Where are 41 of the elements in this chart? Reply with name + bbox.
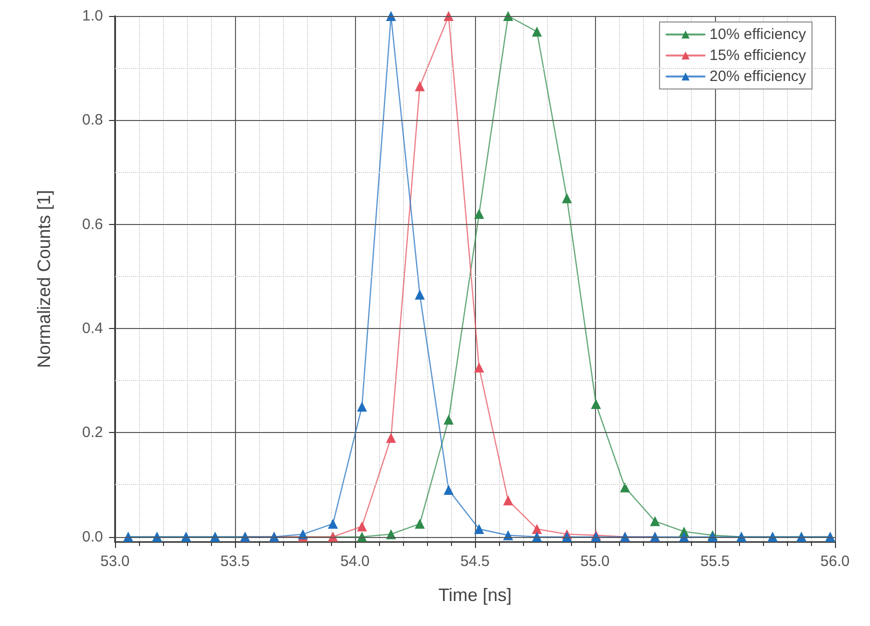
- x-tick-label: 55.0: [580, 553, 610, 570]
- y-tick-label: 1.0: [82, 8, 103, 24]
- y-axis-title: Normalized Counts [1]: [34, 190, 54, 368]
- legend-label: 15% efficiency: [710, 47, 806, 64]
- point: [474, 524, 484, 534]
- legend-label: 10% efficiency: [710, 26, 806, 43]
- point: [679, 532, 690, 542]
- point: [503, 495, 514, 506]
- point: [444, 414, 454, 425]
- x-tick-label: 53.5: [220, 553, 250, 570]
- point: [590, 398, 601, 409]
- point: [444, 484, 454, 495]
- y-tick-label: 0.2: [82, 424, 103, 442]
- x-axis-title: Time [ns]: [438, 585, 512, 605]
- y-tick-label: 0.4: [82, 320, 103, 337]
- point: [620, 482, 630, 492]
- x-tick-label: 53.0: [100, 553, 130, 570]
- x-tick-label: 54.0: [340, 553, 370, 570]
- y-tick-label: 0.0: [82, 528, 103, 546]
- point: [414, 81, 425, 92]
- y-tick-label: 0.6: [82, 216, 103, 233]
- point: [356, 521, 367, 532]
- point: [386, 432, 396, 443]
- point: [356, 532, 367, 542]
- point: [532, 524, 542, 534]
- x-tick-label: 54.5: [460, 553, 490, 570]
- point: [532, 26, 542, 37]
- point: [328, 518, 338, 529]
- point: [562, 532, 572, 542]
- x-tick-label: 55.5: [700, 553, 730, 570]
- x-tick-label: 56.0: [820, 553, 850, 570]
- point: [356, 402, 367, 412]
- point: [414, 290, 425, 300]
- y-tick-label: 0.8: [82, 112, 103, 129]
- point: [562, 193, 572, 204]
- point: [474, 208, 484, 219]
- point: [474, 362, 484, 373]
- point: [650, 516, 660, 526]
- point: [532, 532, 542, 542]
- legend-label: 20% efficiency: [710, 68, 806, 85]
- point: [414, 518, 425, 529]
